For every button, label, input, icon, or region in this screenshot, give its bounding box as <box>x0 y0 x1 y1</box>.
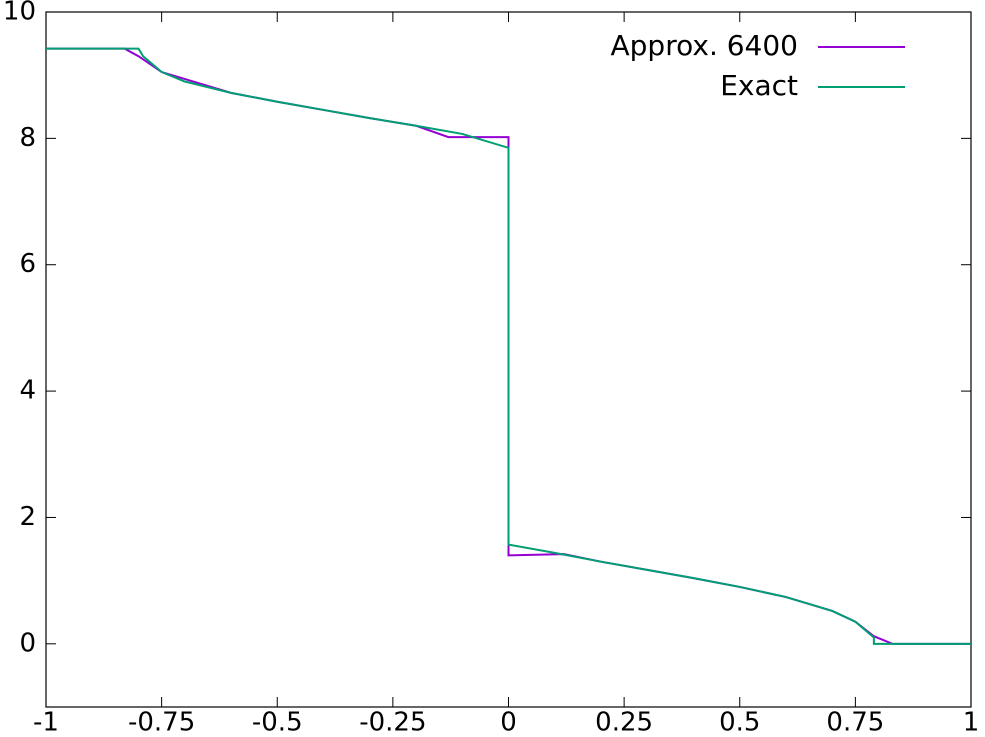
data-line <box>46 47 971 645</box>
x-tick-label: -0.75 <box>128 708 195 737</box>
y-tick-label: 10 <box>3 0 36 27</box>
y-tick-label: 6 <box>19 249 36 279</box>
x-tick-label: -0.5 <box>252 708 303 737</box>
x-tick-label: -0.25 <box>359 708 426 737</box>
x-tick-label: 0.5 <box>719 708 760 737</box>
x-tick-label: -1 <box>33 708 59 737</box>
x-tick-label: 0 <box>500 708 517 737</box>
y-tick-label: 2 <box>19 502 36 532</box>
y-tick-label: 4 <box>19 376 36 406</box>
legend-label: Exact <box>720 69 798 102</box>
x-tick-label: 0.25 <box>595 708 653 737</box>
y-tick-label: 0 <box>19 628 36 658</box>
y-tick-label: 8 <box>19 123 36 153</box>
x-tick-label: 1 <box>963 708 980 737</box>
legend-label: Approx. 6400 <box>611 29 799 62</box>
x-tick-label: 0.75 <box>826 708 884 737</box>
